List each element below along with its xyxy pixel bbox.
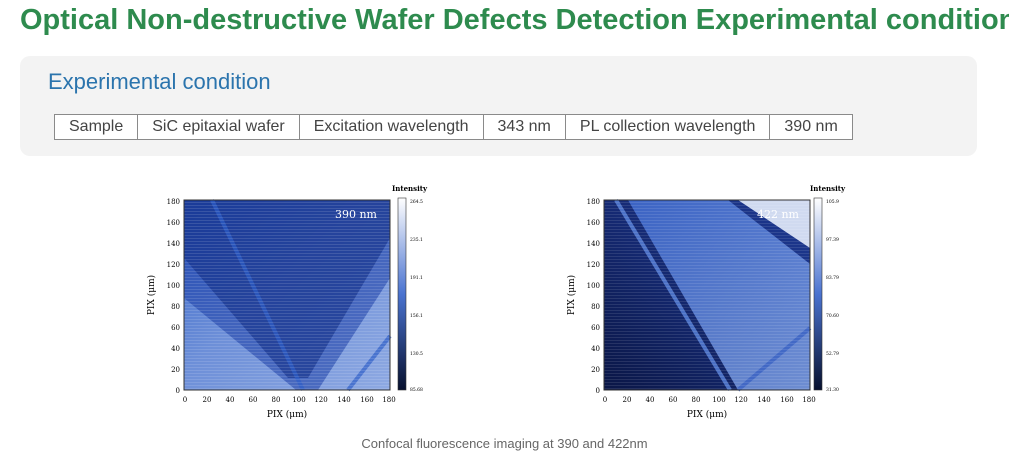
wavelength-label: 390 nm xyxy=(335,208,378,221)
y-tick-label: 80 xyxy=(591,303,600,311)
y-axis-ticks: 0 20 40 60 80 100 120 140 160 180 xyxy=(587,198,600,395)
x-tick-label: 0 xyxy=(603,396,607,404)
colorbar-tick: 97.39 xyxy=(826,237,839,243)
colorbar xyxy=(813,197,823,391)
x-tick-label: 120 xyxy=(314,396,327,404)
colorbar-tick: 156.1 xyxy=(410,313,423,319)
y-tick-label: 120 xyxy=(587,261,600,269)
map-texture xyxy=(184,200,390,390)
y-tick-label: 20 xyxy=(171,366,180,374)
y-tick-label: 160 xyxy=(587,219,600,227)
colorbar-tick: 70.60 xyxy=(826,313,839,319)
x-axis-ticks: 0 20 40 60 80 100 120 140 160 180 xyxy=(603,396,816,404)
map-frame xyxy=(183,199,391,391)
y-tick-label: 60 xyxy=(171,324,180,332)
x-tick-label: 160 xyxy=(780,396,793,404)
y-tick-label: 40 xyxy=(591,345,600,353)
x-tick-label: 160 xyxy=(360,396,373,404)
y-tick-label: 80 xyxy=(171,303,180,311)
colorbar-tick: 130.5 xyxy=(410,351,423,357)
x-tick-label: 60 xyxy=(669,396,678,404)
colorbar-tick: 52.79 xyxy=(826,351,839,357)
colorbar-tick: 85.68 xyxy=(410,387,423,393)
fluorescence-map-422: 422 nm 0 20 40 60 80 100 120 140 160 180… xyxy=(566,184,846,420)
table-row: Sample SiC epitaxial wafer Excitation wa… xyxy=(53,114,853,140)
figure-caption: Confocal fluorescence imaging at 390 and… xyxy=(361,436,648,451)
y-axis-label: PIX (μm) xyxy=(146,275,157,315)
pl-label-cell: PL collection wavelength xyxy=(564,114,771,140)
sample-label-cell: Sample xyxy=(53,114,139,140)
x-tick-label: 80 xyxy=(692,396,701,404)
x-tick-label: 100 xyxy=(292,396,305,404)
y-tick-label: 180 xyxy=(167,198,180,206)
y-tick-label: 140 xyxy=(167,240,180,248)
x-tick-label: 60 xyxy=(249,396,258,404)
page-title: Optical Non-destructive Wafer Defects De… xyxy=(20,4,1009,36)
map-texture xyxy=(604,200,810,390)
colorbar-tick: 105.9 xyxy=(826,199,839,205)
y-tick-label: 120 xyxy=(167,261,180,269)
colorbar-tick: 191.1 xyxy=(410,275,423,281)
x-tick-label: 40 xyxy=(226,396,235,404)
y-axis-ticks: 0 20 40 60 80 100 120 140 160 180 xyxy=(167,198,180,395)
x-tick-label: 40 xyxy=(646,396,655,404)
experimental-condition-panel: Experimental condition Sample SiC epitax… xyxy=(20,56,977,156)
map-frame xyxy=(603,199,811,391)
condition-table: Sample SiC epitaxial wafer Excitation wa… xyxy=(53,114,853,140)
y-tick-label: 180 xyxy=(587,198,600,206)
x-tick-label: 20 xyxy=(203,396,212,404)
x-axis-label: PIX (μm) xyxy=(687,409,727,420)
y-tick-label: 0 xyxy=(176,387,180,395)
pl-value-cell: 390 nm xyxy=(769,114,853,140)
fluorescence-map-390: 390 nm 0 20 40 60 80 100 120 140 160 180… xyxy=(146,184,428,420)
x-tick-label: 140 xyxy=(757,396,770,404)
y-tick-label: 100 xyxy=(167,282,180,290)
colorbar xyxy=(397,197,407,391)
y-tick-label: 60 xyxy=(591,324,600,332)
colorbar-tick: 264.5 xyxy=(410,199,423,205)
y-tick-label: 20 xyxy=(591,366,600,374)
colorbar-title: Intensity xyxy=(392,184,428,193)
section-title: Experimental condition xyxy=(48,69,271,94)
y-tick-label: 100 xyxy=(587,282,600,290)
sample-value-cell: SiC epitaxial wafer xyxy=(137,114,300,140)
x-tick-label: 0 xyxy=(183,396,187,404)
excitation-value-cell: 343 nm xyxy=(482,114,566,140)
y-tick-label: 160 xyxy=(167,219,180,227)
colorbar-title: Intensity xyxy=(810,184,846,193)
x-tick-label: 80 xyxy=(272,396,281,404)
x-axis-label: PIX (μm) xyxy=(267,409,307,420)
x-tick-label: 180 xyxy=(382,396,395,404)
y-tick-label: 0 xyxy=(596,387,600,395)
y-tick-label: 140 xyxy=(587,240,600,248)
x-tick-label: 140 xyxy=(337,396,350,404)
colorbar-tick: 83.79 xyxy=(826,275,839,281)
colorbar-tick: 31.30 xyxy=(826,387,839,393)
x-tick-label: 20 xyxy=(623,396,632,404)
x-tick-label: 120 xyxy=(734,396,747,404)
x-axis-ticks: 0 20 40 60 80 100 120 140 160 180 xyxy=(183,396,396,404)
x-tick-label: 180 xyxy=(802,396,815,404)
wavelength-label: 422 nm xyxy=(757,208,800,221)
colorbar-tick: 235.1 xyxy=(410,237,423,243)
excitation-label-cell: Excitation wavelength xyxy=(298,114,484,140)
y-axis-label: PIX (μm) xyxy=(566,275,577,315)
x-tick-label: 100 xyxy=(712,396,725,404)
y-tick-label: 40 xyxy=(171,345,180,353)
